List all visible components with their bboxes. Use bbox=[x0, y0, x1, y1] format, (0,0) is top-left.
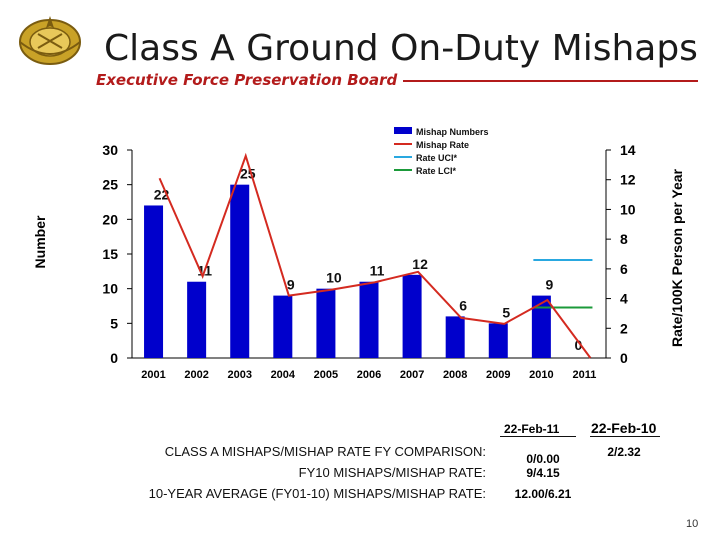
y-axis-title-left: Number bbox=[32, 215, 48, 268]
y-tick-left-label: 20 bbox=[102, 211, 118, 227]
bar-value-label: 9 bbox=[287, 277, 295, 293]
y-tick-left-label: 15 bbox=[102, 246, 118, 262]
y-tick-left-label: 0 bbox=[110, 350, 118, 366]
y-tick-left-label: 25 bbox=[102, 177, 118, 193]
x-tick-label: 2002 bbox=[184, 369, 208, 381]
line-mishap-rate bbox=[158, 152, 592, 359]
comparison-labels: CLASS A MISHAPS/MISHAP RATE FY COMPARISO… bbox=[40, 441, 486, 504]
legend-label: Rate UCI* bbox=[416, 153, 458, 163]
page-number: 10 bbox=[686, 518, 699, 530]
x-tick-label: 2009 bbox=[486, 369, 510, 381]
page-subtitle: Executive Force Preservation Board bbox=[94, 71, 404, 89]
y-tick-right-label: 8 bbox=[620, 231, 628, 247]
bar-value-label: 0 bbox=[575, 337, 583, 353]
legend-label: Rate LCI* bbox=[416, 166, 457, 176]
col1-value-1: 0/0.00 bbox=[526, 452, 560, 466]
bar-mishap-numbers bbox=[316, 288, 336, 358]
y-tick-left-label: 10 bbox=[102, 281, 118, 297]
x-tick-label: 2006 bbox=[357, 369, 381, 381]
y-tick-right-label: 4 bbox=[620, 291, 628, 307]
bar-value-label: 10 bbox=[326, 270, 342, 286]
legend-label: Mishap Rate bbox=[416, 140, 469, 150]
col2-value-1: 2/2.32 bbox=[607, 445, 641, 459]
y-tick-right-label: 0 bbox=[620, 350, 628, 366]
x-tick-label: 2011 bbox=[573, 369, 597, 381]
bar-value-label: 12 bbox=[412, 256, 428, 272]
col1-value-3: 12.00/6.21 bbox=[514, 487, 572, 501]
bar-mishap-numbers bbox=[359, 281, 379, 358]
bar-mishap-numbers bbox=[488, 323, 508, 358]
bar-value-label: 5 bbox=[502, 304, 510, 320]
bar-mishap-numbers bbox=[187, 281, 207, 358]
bar-value-label: 6 bbox=[459, 297, 467, 313]
x-tick-label: 2010 bbox=[529, 369, 553, 381]
y-tick-left-label: 30 bbox=[102, 142, 118, 158]
y-tick-right-label: 14 bbox=[620, 142, 636, 158]
x-tick-label: 2003 bbox=[227, 369, 251, 381]
x-tick-label: 2005 bbox=[314, 369, 338, 381]
x-tick-label: 2008 bbox=[443, 369, 467, 381]
page-title: Class A Ground On-Duty Mishaps bbox=[104, 28, 698, 69]
bar-mishap-numbers bbox=[531, 295, 551, 358]
bar-value-label: 9 bbox=[545, 277, 553, 293]
bar-mishap-numbers bbox=[144, 205, 164, 358]
y-tick-right-label: 12 bbox=[620, 172, 636, 188]
bar-value-label: 11 bbox=[370, 263, 385, 279]
bar-mishap-numbers bbox=[230, 184, 250, 358]
col1-value-2: 9/4.15 bbox=[526, 466, 560, 480]
comparison-row1-label: FY10 MISHAPS/MISHAP RATE: bbox=[298, 465, 486, 480]
comparison-row2-label: 10-YEAR AVERAGE (FY01-10) MISHAPS/MISHAP… bbox=[148, 486, 486, 501]
col1-header: 22-Feb-11 bbox=[504, 422, 560, 436]
legend-label: Mishap Numbers bbox=[416, 127, 489, 137]
bar-mishap-numbers bbox=[445, 316, 465, 358]
comparison-heading: CLASS A MISHAPS/MISHAP RATE FY COMPARISO… bbox=[164, 444, 486, 459]
col1-underline bbox=[500, 436, 576, 437]
x-tick-label: 2001 bbox=[141, 369, 165, 381]
y-axis-title-right: Rate/100K Person per Year bbox=[669, 168, 685, 347]
y-tick-right-label: 2 bbox=[620, 320, 628, 336]
x-tick-label: 2007 bbox=[400, 369, 424, 381]
bar-mishap-numbers bbox=[273, 295, 293, 358]
y-tick-right-label: 6 bbox=[620, 261, 628, 277]
col2-header: 22-Feb-10 bbox=[591, 420, 657, 436]
col2-underline bbox=[590, 436, 660, 437]
y-tick-right-label: 10 bbox=[620, 201, 636, 217]
x-tick-label: 2004 bbox=[271, 369, 296, 381]
legend-swatch-bar bbox=[394, 127, 412, 134]
y-tick-left-label: 5 bbox=[110, 315, 118, 331]
usmc-emblem-icon bbox=[19, 16, 81, 65]
bar-mishap-numbers bbox=[402, 274, 422, 358]
